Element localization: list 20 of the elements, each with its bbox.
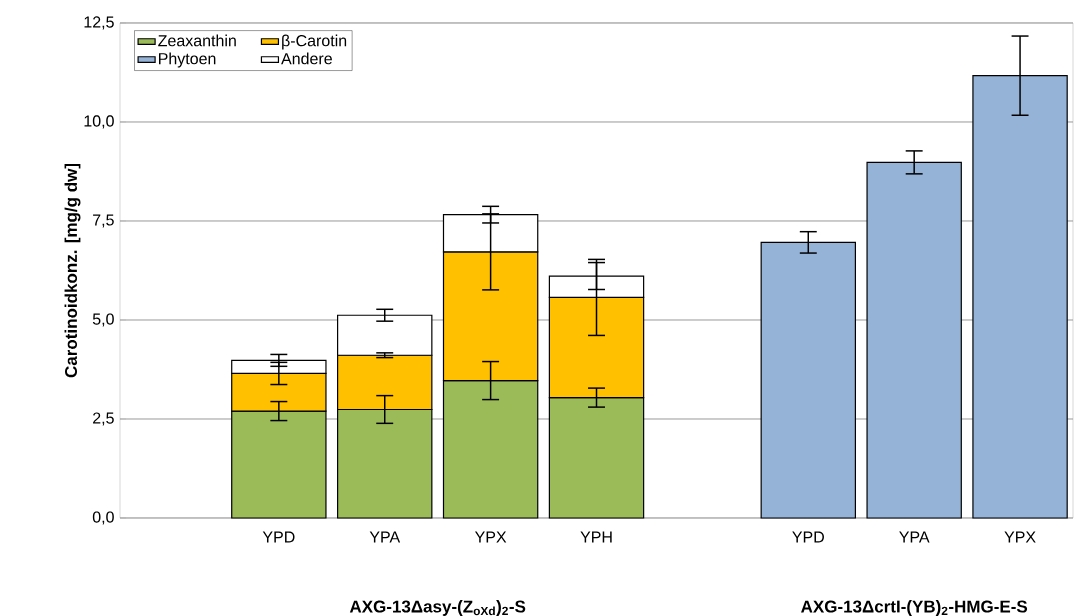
y-tick-label: 10,0 bbox=[84, 115, 114, 129]
x-tick-label: YPH bbox=[580, 531, 612, 543]
legend-label: Zeaxanthin bbox=[158, 34, 236, 47]
x-tick-label: YPX bbox=[474, 531, 507, 543]
x-tick-label: YPD bbox=[262, 531, 295, 543]
text: AXG-13ΔcrtI-(YB)$_{2}$-HMG-E-S bbox=[801, 600, 1028, 616]
x-tick-label: YPA bbox=[369, 531, 401, 543]
legend-label: β-Carotin bbox=[282, 34, 347, 50]
legend-label: Phytoen bbox=[159, 52, 216, 68]
y-tick-label: 12,5 bbox=[84, 16, 114, 30]
y-axis-title: Carotinoidkonz. [mg/g dw] bbox=[64, 163, 81, 378]
y-tick-label: 5,0 bbox=[92, 313, 114, 327]
x-tick-label: YPX bbox=[1004, 531, 1036, 543]
text: AXG-13Δasy-(Z$_{oXd}$)$_{2}$-S bbox=[349, 600, 526, 616]
legend-label: Andere bbox=[281, 52, 332, 65]
y-tick-label: 7,5 bbox=[93, 214, 114, 228]
x-tick-label: YPD bbox=[792, 531, 824, 543]
y-tick-label: 2,5 bbox=[93, 412, 114, 426]
x-tick-label: YPA bbox=[899, 531, 930, 543]
y-tick-label: 0,0 bbox=[92, 511, 114, 525]
